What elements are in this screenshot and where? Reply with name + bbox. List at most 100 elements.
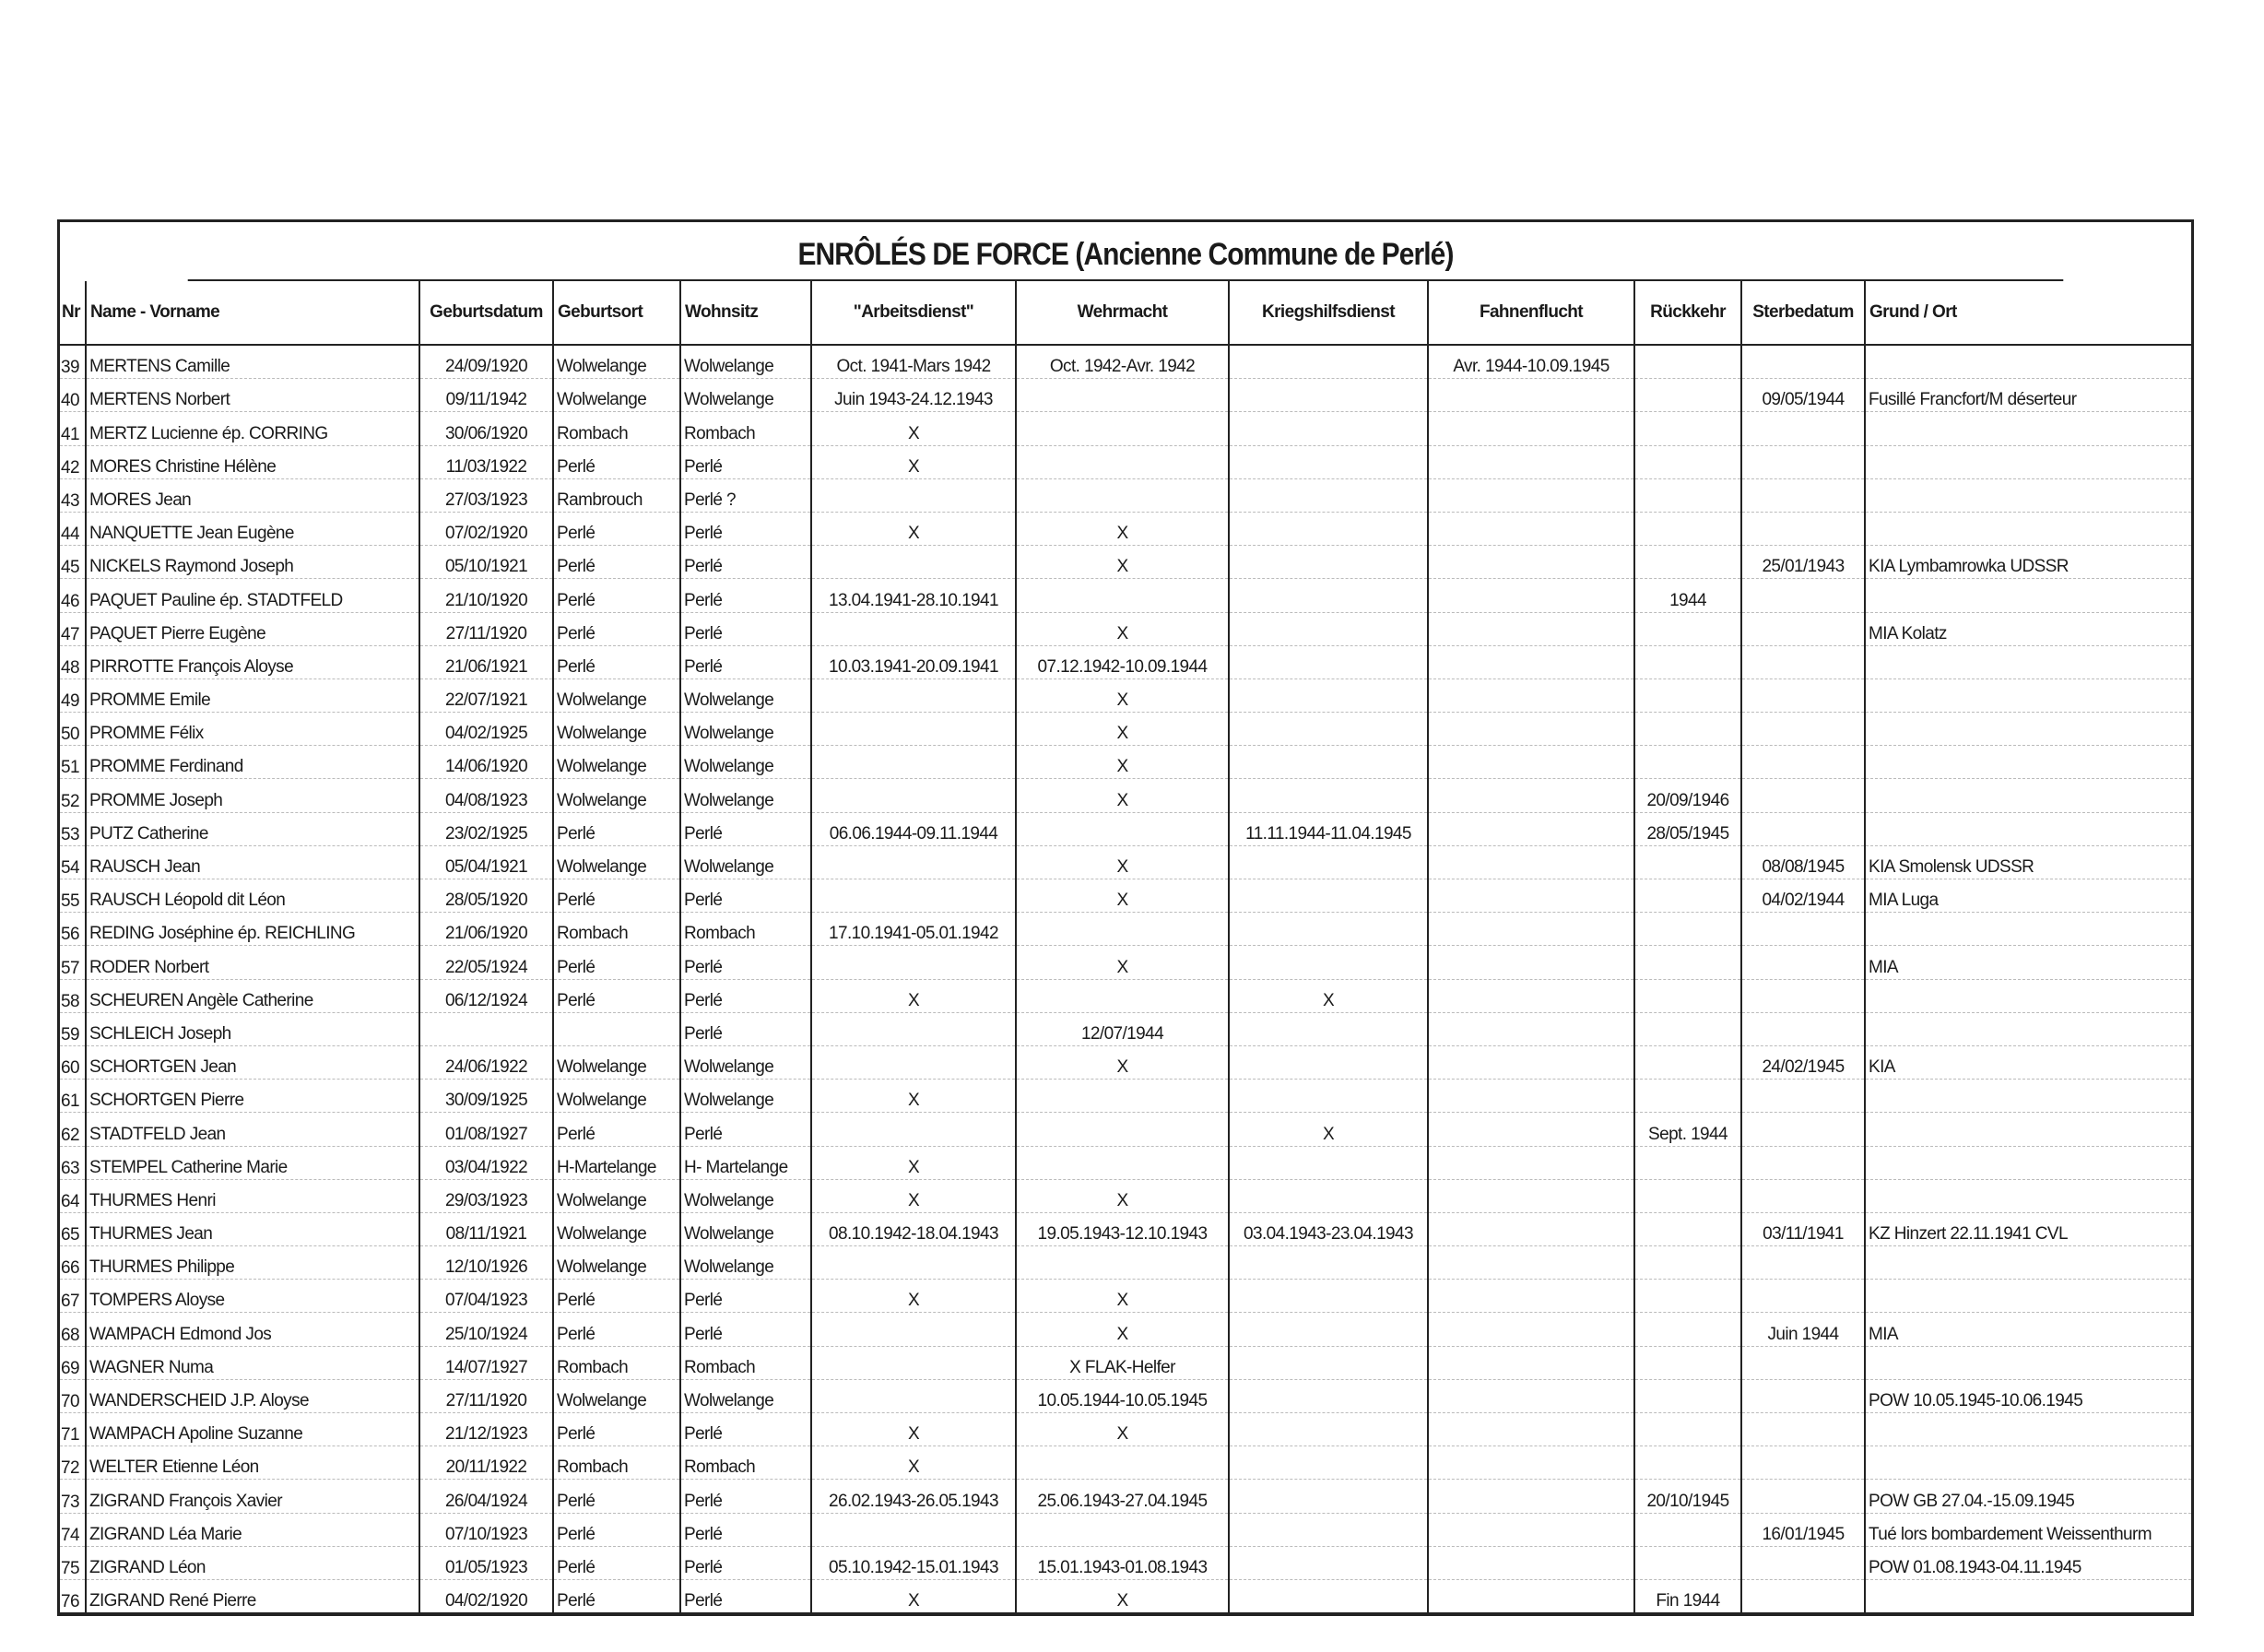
- cell-rueckkehr: [1633, 912, 1741, 947]
- cell-residence: Perlé: [679, 512, 811, 547]
- cell-rueckkehr: [1633, 712, 1741, 747]
- cell-rueckkehr: [1633, 1245, 1741, 1280]
- cell-death-date: [1740, 1112, 1865, 1147]
- cell-reason-place: MIA: [1864, 945, 2191, 980]
- cell-nr: 46: [60, 578, 86, 613]
- cell-reason-place: [1864, 912, 2191, 947]
- table-row: 43 MORES Jean 27/03/1923 Rambrouch Perlé ?: [60, 478, 2191, 513]
- cell-birth-place: Perlé: [552, 812, 680, 846]
- cell-nr: 72: [60, 1446, 86, 1481]
- cell-arbeitsdienst: [810, 1245, 1016, 1280]
- cell-nr: 45: [60, 545, 86, 580]
- cell-name: NANQUETTE Jean Eugène: [85, 512, 419, 547]
- cell-fahnenflucht: [1427, 845, 1634, 880]
- table-row: 63 STEMPEL Catherine Marie 03/04/1922 H-Mar…: [60, 1146, 2191, 1180]
- cell-kriegshilfsdienst: X: [1228, 1112, 1428, 1147]
- table-row: 39 MERTENS Camille 24/09/1920 Wolwelange Wol…: [60, 345, 2191, 380]
- cell-nr: 63: [60, 1146, 86, 1180]
- cell-death-date: [1740, 445, 1865, 479]
- cell-nr: 59: [60, 1012, 86, 1046]
- cell-arbeitsdienst: X: [810, 512, 1016, 547]
- cell-reason-place: [1864, 1279, 2191, 1314]
- cell-death-date: [1740, 645, 1865, 679]
- cell-nr: 65: [60, 1212, 86, 1247]
- cell-residence: Wolwelange: [679, 1079, 811, 1114]
- cell-death-date: [1740, 979, 1865, 1013]
- cell-fahnenflucht: [1427, 1546, 1634, 1580]
- cell-name: WAGNER Numa: [85, 1346, 419, 1380]
- cell-birth-date: 05/04/1921: [419, 845, 553, 880]
- document-title: ENRÔLÉS DE FORCE (Ancienne Commune de Pe…: [187, 222, 2064, 281]
- cell-kriegshilfsdienst: [1228, 1079, 1428, 1114]
- cell-kriegshilfsdienst: [1228, 1045, 1428, 1080]
- cell-fahnenflucht: [1427, 445, 1634, 479]
- cell-nr: 40: [60, 378, 86, 413]
- cell-wehrmacht: X FLAK-Helfer: [1015, 1346, 1229, 1380]
- cell-arbeitsdienst: [810, 879, 1016, 914]
- cell-kriegshilfsdienst: [1228, 478, 1428, 513]
- cell-rueckkehr: [1633, 1146, 1741, 1180]
- cell-residence: Wolwelange: [679, 778, 811, 813]
- cell-name: PUTZ Catherine: [85, 812, 419, 846]
- cell-death-date: [1740, 678, 1865, 714]
- cell-name: WAMPACH Edmond Jos: [85, 1312, 419, 1347]
- cell-reason-place: [1864, 345, 2191, 380]
- table-row: 49 PROMME Emile 22/07/1921 Wolwelange Wolwel…: [60, 678, 2191, 714]
- cell-reason-place: [1864, 678, 2191, 714]
- cell-arbeitsdienst: X: [810, 1446, 1016, 1481]
- cell-rueckkehr: [1633, 1179, 1741, 1213]
- cell-birth-place: Perlé: [552, 879, 680, 914]
- cell-wehrmacht: X: [1015, 745, 1229, 780]
- cell-reason-place: MIA Kolatz: [1864, 612, 2191, 646]
- table-row: 59 SCHLEICH Joseph Perlé 12/07/1944: [60, 1012, 2191, 1046]
- cell-birth-place: Wolwelange: [552, 1045, 680, 1080]
- cell-birth-place: Perlé: [552, 1579, 680, 1613]
- cell-fahnenflucht: [1427, 1245, 1634, 1280]
- cell-nr: 64: [60, 1179, 86, 1213]
- cell-birth-place: Perlé: [552, 578, 680, 613]
- cell-kriegshilfsdienst: [1228, 1546, 1428, 1580]
- cell-name: MERTENS Camille: [85, 345, 419, 380]
- cell-birth-date: 07/10/1923: [419, 1513, 553, 1547]
- cell-kriegshilfsdienst: [1228, 912, 1428, 947]
- cell-rueckkehr: [1633, 1346, 1741, 1380]
- table-row: 71 WAMPACH Apoline Suzanne 21/12/1923 Perlé…: [60, 1412, 2191, 1447]
- cell-fahnenflucht: [1427, 578, 1634, 613]
- cell-name: PIRROTTE François Aloyse: [85, 645, 419, 679]
- cell-fahnenflucht: [1427, 1146, 1634, 1180]
- cell-rueckkehr: Sept. 1944: [1633, 1112, 1741, 1147]
- cell-death-date: 25/01/1943: [1740, 545, 1865, 580]
- cell-reason-place: [1864, 578, 2191, 613]
- cell-fahnenflucht: [1427, 478, 1634, 513]
- cell-nr: 66: [60, 1245, 86, 1280]
- cell-death-date: [1740, 345, 1865, 380]
- cell-fahnenflucht: [1427, 1379, 1634, 1414]
- cell-birth-date: 28/05/1920: [419, 879, 553, 914]
- cell-birth-place: Perlé: [552, 445, 680, 479]
- cell-reason-place: POW 10.05.1945-10.06.1945: [1864, 1379, 2191, 1414]
- cell-name: RAUSCH Léopold dit Léon: [85, 879, 419, 914]
- cell-name: PAQUET Pierre Eugène: [85, 612, 419, 646]
- cell-death-date: 03/11/1941: [1740, 1212, 1865, 1247]
- column-header-fahnenflucht: Fahnenflucht: [1427, 281, 1634, 346]
- cell-kriegshilfsdienst: [1228, 345, 1428, 380]
- cell-residence: Perlé: [679, 545, 811, 580]
- cell-residence: Perlé: [679, 879, 811, 914]
- table-row: 41 MERTZ Lucienne ép. CORRING 30/06/1920 Ro…: [60, 411, 2191, 446]
- cell-wehrmacht: X: [1015, 1579, 1229, 1613]
- cell-kriegshilfsdienst: [1228, 1179, 1428, 1213]
- cell-wehrmacht: Oct. 1942-Avr. 1942: [1015, 345, 1229, 380]
- cell-birth-place: Perlé: [552, 1513, 680, 1547]
- cell-rueckkehr: 20/09/1946: [1633, 778, 1741, 813]
- cell-death-date: [1740, 712, 1865, 747]
- column-header-rueckkehr: Rückkehr: [1633, 281, 1741, 346]
- cell-wehrmacht: [1015, 1112, 1229, 1147]
- cell-birth-place: Perlé: [552, 1112, 680, 1147]
- cell-name: MERTZ Lucienne ép. CORRING: [85, 411, 419, 446]
- cell-residence: Perlé: [679, 1546, 811, 1580]
- cell-birth-place: Perlé: [552, 1312, 680, 1347]
- table-row: 45 NICKELS Raymond Joseph 05/10/1921 Perlé P…: [60, 545, 2191, 580]
- cell-residence: Rombach: [679, 411, 811, 446]
- cell-arbeitsdienst: [810, 678, 1016, 714]
- cell-kriegshilfsdienst: 03.04.1943-23.04.1943: [1228, 1212, 1428, 1247]
